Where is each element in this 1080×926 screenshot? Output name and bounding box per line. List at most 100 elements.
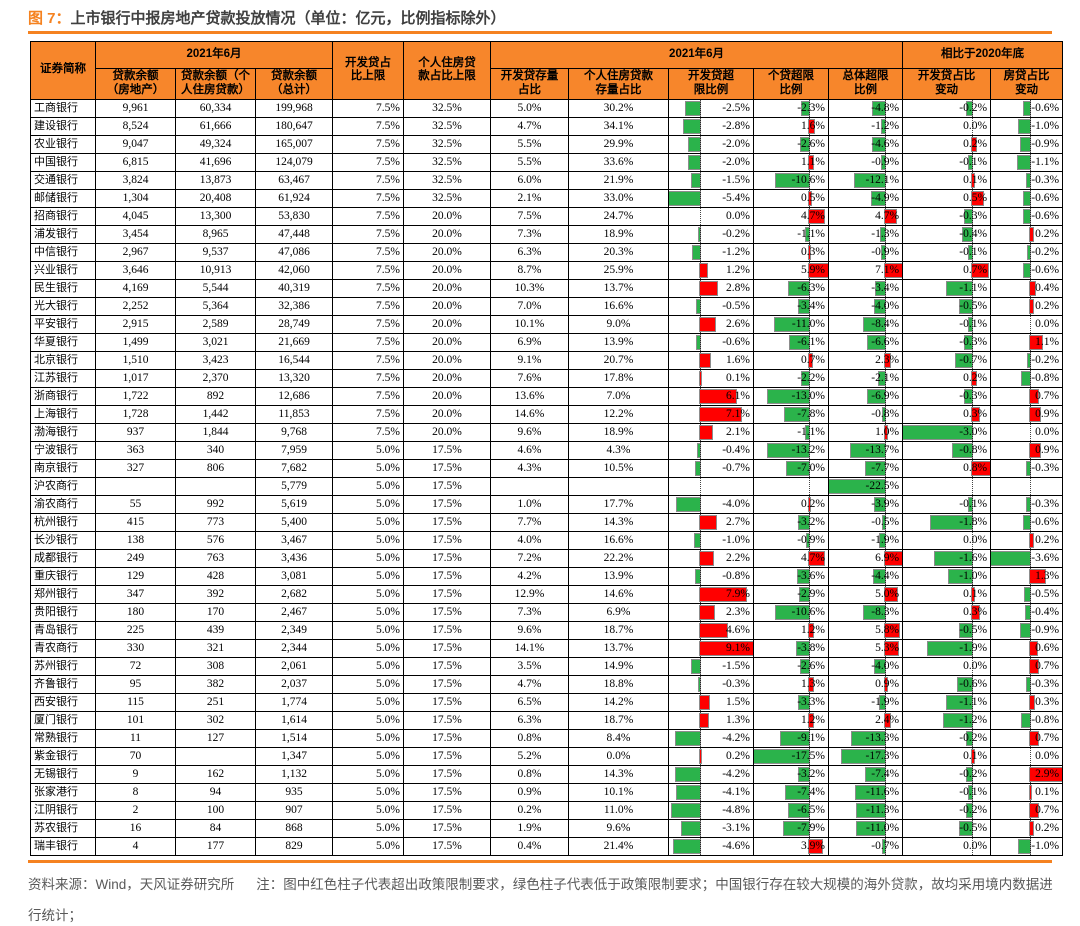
cell-value: 0.2% xyxy=(1035,821,1060,834)
cell-dev-excess-ratio: -1.2% xyxy=(668,242,755,262)
cell-personal-excess-ratio: 4.7% xyxy=(753,548,830,568)
cell-dev-excess-ratio: -4.1% xyxy=(668,782,755,802)
cell-personal-excess-ratio: -13.0% xyxy=(753,386,830,406)
cell-personal-excess-ratio: -0.9% xyxy=(753,530,830,550)
cell-loan-balance-real-estate: 9,961 xyxy=(95,98,176,118)
bar-axis xyxy=(971,514,973,531)
cell-value: -1.1% xyxy=(959,695,988,708)
cell-dev-loan-share: 13.6% xyxy=(490,386,570,406)
below-limit-bar-green xyxy=(954,352,973,368)
below-limit-bar-green xyxy=(854,784,886,800)
cell-total-excess-ratio: -0.9% xyxy=(828,242,904,262)
excess-bar-red xyxy=(1029,532,1034,548)
cell-loan-balance-real-estate: 415 xyxy=(95,512,176,532)
cell-dev-loan-cap: 7.5% xyxy=(332,422,405,442)
cell-value: -0.4% xyxy=(722,443,751,456)
excess-bar-red xyxy=(808,352,813,368)
cell-loan-balance-personal-housing: 382 xyxy=(175,674,256,694)
excess-bar-red xyxy=(699,406,743,422)
bar-axis xyxy=(700,730,702,747)
cell-loan-balance-personal-housing: 13,300 xyxy=(175,206,256,226)
cell-value: -0.2% xyxy=(1031,353,1060,366)
below-limit-bar-green xyxy=(801,100,811,116)
cell-mortgage-share-change: -0.6% xyxy=(990,98,1064,118)
cell-mortgage-cap: 32.5% xyxy=(403,116,492,136)
cell-value: -7.8% xyxy=(797,407,826,420)
below-limit-bar-green xyxy=(968,244,973,260)
cell-value: -0.6% xyxy=(1031,209,1060,222)
bar-axis xyxy=(809,478,811,495)
cell-personal-excess-ratio: -3.3% xyxy=(753,692,830,712)
cell-dev-loan-share: 4.7% xyxy=(490,674,570,694)
bar-axis xyxy=(971,316,973,333)
bar-axis xyxy=(809,334,811,351)
cell-value: -0.3% xyxy=(959,389,988,402)
table-row: 邮储银行 1,304 20,408 61,924 7.5% 32.5% 2.1% 33.0% -… xyxy=(30,188,1064,208)
cell-mortgage-share: 29.9% xyxy=(568,134,670,154)
cell-value: 5.8% xyxy=(875,623,900,636)
cell-total-excess-ratio: -3.4% xyxy=(828,278,904,298)
bar-axis xyxy=(700,172,702,189)
excess-bar-red xyxy=(699,586,748,602)
cell-dev-loan-share: 4.6% xyxy=(490,440,570,460)
cell-mortgage-cap: 20.0% xyxy=(403,404,492,424)
table-row: 瑞丰银行 4 177 829 5.0% 17.5% 0.4% 21.4% -4.6% 3.9% -0… xyxy=(30,836,1064,856)
cell-personal-excess-ratio: 0.3% xyxy=(753,242,830,262)
cell-total-excess-ratio: -0.5% xyxy=(828,512,904,532)
bar-axis xyxy=(1030,838,1032,855)
cell-total-excess-ratio: 2.3% xyxy=(828,350,904,370)
cell-value: 2.7% xyxy=(726,515,751,528)
cell-bank-name: 中国银行 xyxy=(30,152,96,172)
cell-dev-loan-cap: 5.0% xyxy=(332,746,405,766)
cell-mortgage-cap: 32.5% xyxy=(403,170,492,190)
cell-value: 0.1% xyxy=(1035,785,1060,798)
cell-mortgage-share: 14.6% xyxy=(568,584,670,604)
cell-dev-loan-cap: 7.5% xyxy=(332,404,405,424)
cell-loan-balance-real-estate: 1,304 xyxy=(95,188,176,208)
cell-loan-balance-real-estate: 3,824 xyxy=(95,170,176,190)
cell-dev-excess-ratio: -0.3% xyxy=(668,674,755,694)
cell-loan-balance-total: 180,647 xyxy=(254,116,334,136)
below-limit-bar-green xyxy=(798,514,811,530)
below-limit-bar-green xyxy=(875,280,886,296)
excess-bar-red xyxy=(970,748,976,764)
cell-dev-share-change: -0.3% xyxy=(902,206,992,226)
cell-dev-excess-ratio: -0.8% xyxy=(668,566,755,586)
bar-axis xyxy=(884,136,886,153)
cell-dev-excess-ratio: -2.0% xyxy=(668,152,755,172)
cell-value: -0.5% xyxy=(1031,587,1060,600)
table-row: 江阴银行 2 100 907 5.0% 17.5% 0.2% 11.0% -4.8% -6.5% -… xyxy=(30,800,1064,820)
bar-axis xyxy=(971,838,973,855)
cell-loan-balance-real-estate: 327 xyxy=(95,458,176,478)
cell-bank-name: 西安银行 xyxy=(30,692,96,712)
cell-mortgage-share-change: -0.9% xyxy=(990,134,1064,154)
bar-axis xyxy=(884,118,886,135)
cell-value: -0.1% xyxy=(959,785,988,798)
cell-dev-share-change: 0.1% xyxy=(902,746,992,766)
cell-value: -0.7% xyxy=(871,839,900,852)
cell-mortgage-share: 24.7% xyxy=(568,206,670,226)
cell-mortgage-share: 18.7% xyxy=(568,710,670,730)
cell-loan-balance-personal-housing: 94 xyxy=(175,782,256,802)
cell-loan-balance-total: 9,768 xyxy=(254,422,334,442)
below-limit-bar-green xyxy=(674,730,702,746)
cell-value: -0.9% xyxy=(871,155,900,168)
bar-axis xyxy=(1030,172,1032,189)
cell-dev-loan-cap: 5.0% xyxy=(332,836,405,856)
below-limit-bar-green xyxy=(693,532,702,548)
cell-bank-name: 沪农商行 xyxy=(30,476,96,496)
cell-value: -11.0% xyxy=(791,317,826,330)
cell-personal-excess-ratio: 0.5% xyxy=(753,188,830,208)
cell-dev-loan-share: 8.7% xyxy=(490,260,570,280)
cell-mortgage-share: 13.7% xyxy=(568,638,670,658)
table-row: 苏农银行 16 84 868 5.0% 17.5% 1.9% 9.6% -3.1% -7.9% -1… xyxy=(30,818,1064,838)
cell-mortgage-share-change: 0.4% xyxy=(990,278,1064,298)
cell-bank-name: 华夏银行 xyxy=(30,332,96,352)
cell-mortgage-share-change: -0.2% xyxy=(990,350,1064,370)
cell-value: -2.0% xyxy=(722,137,751,150)
cell-mortgage-cap: 17.5% xyxy=(403,530,492,550)
cell-mortgage-cap: 20.0% xyxy=(403,278,492,298)
bar-axis xyxy=(700,208,702,225)
below-limit-bar-green xyxy=(873,298,886,314)
cell-total-excess-ratio: -4.6% xyxy=(828,134,904,154)
